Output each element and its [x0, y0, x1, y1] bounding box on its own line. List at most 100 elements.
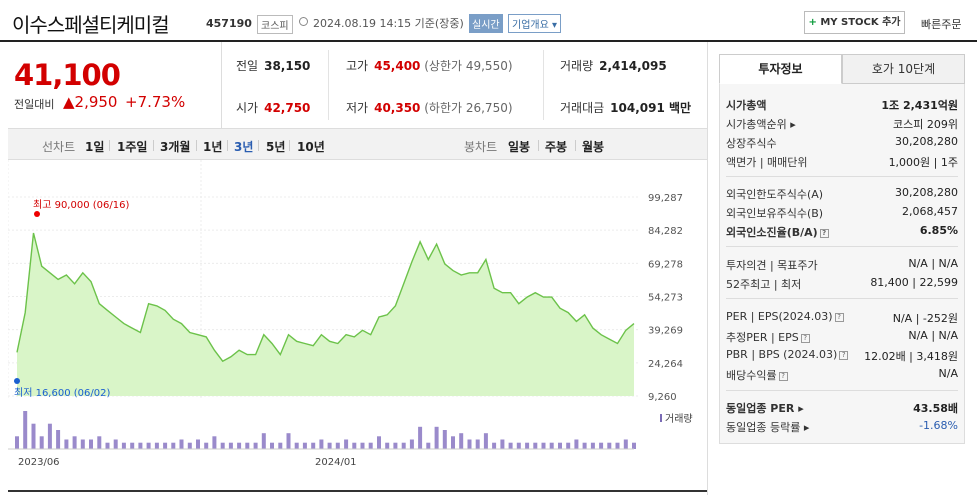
volume-bar [146, 442, 151, 449]
volume-bar [56, 430, 61, 449]
plus-icon: + [808, 17, 817, 28]
info-row-pbr: PBR | BPS (2024.03)? 12.02배 | 3,418원 [726, 348, 958, 364]
divider [227, 140, 228, 151]
volume-bar [278, 442, 283, 449]
low-marker [14, 378, 20, 384]
price-stats: 전일 38,150 고가 45,400 (상한가 49,550) 거래량 2,414,… [221, 42, 707, 128]
period-10y[interactable]: 10년 [297, 140, 325, 154]
info-row-dividend: 배당수익률? N/A [726, 367, 958, 383]
info-value: 81,400 | 22,599 [870, 276, 958, 289]
volume-bar [220, 442, 225, 449]
help-icon[interactable]: ? [834, 312, 844, 322]
stock-header: 이수스페셜티케미컬 457190 코스피 2024.08.19 14:15 기준… [0, 0, 977, 42]
info-key-text: PER | EPS(2024.03) [726, 310, 833, 323]
price-line [16, 232, 635, 363]
info-row-mcap: 시가총액 1조 2,431억원 [726, 97, 958, 113]
stat-value: 45,400 [374, 59, 421, 73]
stat-value: 40,350 [374, 101, 421, 115]
realtime-badge[interactable]: 실시간 [469, 14, 503, 33]
volume-bar [623, 439, 628, 449]
info-key: 시가총액순위 ▸ [726, 116, 796, 132]
info-value: N/A | N/A [908, 329, 958, 342]
divider [726, 176, 958, 177]
stat-label: 거래량 [560, 59, 594, 73]
info-key: 상장주식수 [726, 137, 777, 150]
volume-bar [286, 433, 291, 449]
candle-monthly[interactable]: 월봉 [582, 140, 605, 154]
volume-bar [492, 442, 497, 449]
volume-bar [261, 433, 266, 449]
info-key: 외국인소진율(B/A)? [726, 224, 829, 240]
volume-bar [171, 442, 176, 449]
stat-value: 38,150 [264, 59, 311, 73]
chevron-down-icon: ▾ [552, 20, 558, 31]
help-icon[interactable]: ? [800, 333, 810, 343]
chevron-right-icon: ▸ [790, 118, 796, 131]
chevron-right-icon: ▸ [798, 402, 804, 415]
candle-chart-label: 봉차트 [464, 140, 498, 154]
y-tick-label: 54,273 [648, 293, 683, 304]
volume-bar [228, 442, 233, 449]
volume-bar [582, 442, 587, 449]
volume-bar [138, 442, 143, 449]
volume-bar [344, 439, 349, 449]
stat-volume: 거래량 2,414,095 [560, 57, 667, 74]
period-1w[interactable]: 1주일 [117, 140, 148, 154]
volume-bar [294, 442, 299, 449]
info-key: 동일업종 등락률 ▸ [726, 419, 809, 435]
period-3y[interactable]: 3년 [234, 140, 254, 154]
volume-bar [475, 439, 480, 449]
volume-bar [302, 442, 307, 449]
volume-bar [516, 442, 521, 449]
period-1d[interactable]: 1일 [85, 140, 105, 154]
period-3m[interactable]: 3개월 [160, 140, 191, 154]
candle-weekly[interactable]: 주봉 [545, 140, 568, 154]
volume-bar [89, 439, 93, 449]
add-mystock-button[interactable]: + MY STOCK 추가 [804, 11, 905, 34]
change-value: ▲2,950 [63, 93, 118, 111]
info-key: 외국인한도주식수(A) [726, 188, 824, 201]
volume-bar [615, 442, 620, 449]
volume-bar [368, 442, 373, 449]
divider [328, 50, 329, 120]
help-icon[interactable]: ? [839, 350, 849, 360]
info-row-flimit: 외국인한도주식수(A) 30,208,280 [726, 186, 958, 202]
company-overview-dropdown[interactable]: 기업개요 ▾ [508, 14, 562, 33]
volume-bar [64, 439, 69, 449]
divider [538, 140, 539, 151]
quick-order-link[interactable]: 빠른주문 [921, 18, 962, 31]
info-key: 투자의견 | 목표주가 [726, 259, 818, 272]
candle-daily[interactable]: 일봉 [508, 140, 531, 154]
tab-orderbook[interactable]: 호가 10단계 [842, 54, 965, 84]
divider [109, 140, 110, 151]
volume-bar [459, 433, 464, 449]
volume-bar [590, 442, 595, 449]
stat-label: 저가 [346, 101, 369, 115]
info-key: 외국인보유주식수(B) [726, 207, 824, 220]
tab-invest-info[interactable]: 투자정보 [719, 54, 842, 84]
high-label: 최고 90,000 (06/16) [33, 199, 129, 211]
info-row-face: 액면가 | 매매단위 1,000원 | 1주 [726, 154, 958, 170]
stat-open: 시가 42,750 [236, 99, 310, 116]
info-value: 30,208,280 [895, 186, 958, 199]
info-value: 1,000원 | 1주 [888, 156, 958, 169]
y-tick-label: 84,282 [648, 226, 683, 237]
period-5y[interactable]: 5년 [266, 140, 286, 154]
stat-label: 거래대금 [560, 101, 605, 115]
help-icon[interactable]: ? [778, 371, 788, 381]
stat-prev: 전일 38,150 [236, 57, 310, 74]
volume-bar [541, 442, 546, 449]
current-price: 41,100 [14, 58, 121, 92]
info-key: 시가총액 [726, 99, 767, 112]
info-value: 43.58배 [913, 402, 958, 415]
help-icon[interactable]: ? [819, 228, 829, 238]
period-1y[interactable]: 1년 [203, 140, 223, 154]
info-row-sector-per: 동일업종 PER ▸ 43.58배 [726, 400, 958, 416]
y-tick-label: 39,269 [648, 326, 683, 337]
volume-bar [187, 442, 192, 449]
stat-high: 고가 45,400 (상한가 49,550) [346, 57, 513, 74]
stat-value: 42,750 [264, 101, 311, 115]
info-row-fhold: 외국인보유주식수(B) 2,068,457 [726, 205, 958, 221]
volume-bar [549, 442, 554, 449]
info-key: 추정PER | EPS? [726, 329, 810, 345]
